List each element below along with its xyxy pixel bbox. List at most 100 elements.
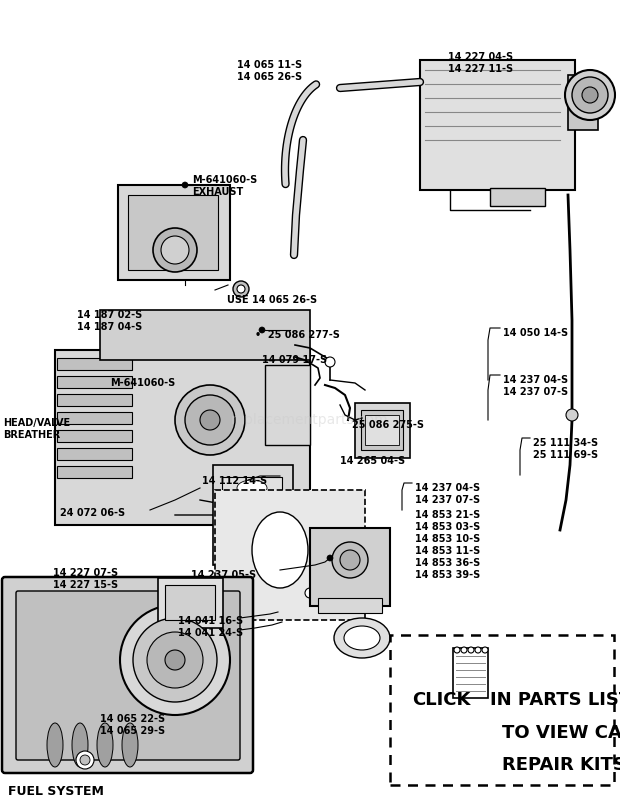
Text: 25 086 275-S: 25 086 275-S <box>352 420 424 430</box>
Circle shape <box>133 618 217 702</box>
Bar <box>318 598 382 613</box>
Bar <box>568 75 598 130</box>
Bar <box>158 578 223 628</box>
Circle shape <box>259 327 265 333</box>
Circle shape <box>305 588 315 598</box>
Circle shape <box>76 751 94 769</box>
Circle shape <box>165 650 185 670</box>
Bar <box>310 528 390 606</box>
Bar <box>57 466 132 478</box>
Text: 14 237 07-S: 14 237 07-S <box>503 387 568 397</box>
Ellipse shape <box>228 480 278 550</box>
Circle shape <box>161 236 189 264</box>
Text: BREATHER: BREATHER <box>3 430 60 440</box>
Circle shape <box>461 647 467 653</box>
Circle shape <box>475 647 481 653</box>
Text: 14 237 07-S: 14 237 07-S <box>415 495 480 505</box>
Bar <box>453 648 488 698</box>
Circle shape <box>340 550 360 570</box>
Bar <box>213 465 293 565</box>
Ellipse shape <box>237 480 267 496</box>
Bar <box>361 410 403 450</box>
Bar <box>390 635 614 785</box>
Bar <box>57 358 132 370</box>
Circle shape <box>185 395 235 445</box>
Text: 25 111 69-S: 25 111 69-S <box>533 450 598 460</box>
Text: 14 187 04-S: 14 187 04-S <box>77 322 142 332</box>
Text: TO VIEW CARBURETOR: TO VIEW CARBURETOR <box>502 724 620 742</box>
Text: 14 227 15-S: 14 227 15-S <box>53 580 118 590</box>
Ellipse shape <box>97 723 113 767</box>
Text: 14 065 22-S: 14 065 22-S <box>100 714 165 724</box>
Text: FUEL SYSTEM: FUEL SYSTEM <box>8 785 104 796</box>
Circle shape <box>120 605 230 715</box>
Text: 14 065 11-S: 14 065 11-S <box>237 60 303 70</box>
Bar <box>215 490 365 620</box>
Text: 14 187 02-S: 14 187 02-S <box>77 310 142 320</box>
Ellipse shape <box>122 723 138 767</box>
Text: 14 237 04-S: 14 237 04-S <box>415 483 480 493</box>
Circle shape <box>147 632 203 688</box>
Circle shape <box>175 385 245 455</box>
Text: 14 853 11-S: 14 853 11-S <box>415 546 480 556</box>
Bar <box>57 376 132 388</box>
Ellipse shape <box>252 512 308 588</box>
Circle shape <box>566 409 578 421</box>
Bar <box>222 477 282 499</box>
FancyBboxPatch shape <box>2 577 253 773</box>
Bar <box>57 412 132 424</box>
Ellipse shape <box>72 723 88 767</box>
Text: 14 227 11-S: 14 227 11-S <box>448 64 513 74</box>
Circle shape <box>582 87 598 103</box>
Bar <box>165 585 215 620</box>
Text: 14 065 26-S: 14 065 26-S <box>237 72 303 82</box>
Circle shape <box>237 285 245 293</box>
Text: CLICK: CLICK <box>412 691 471 709</box>
Text: M-641060-S: M-641060-S <box>192 175 257 185</box>
Text: 14 227 07-S: 14 227 07-S <box>53 568 118 578</box>
Text: 14 853 39-S: 14 853 39-S <box>415 570 480 580</box>
Bar <box>55 350 310 525</box>
Bar <box>57 448 132 460</box>
Bar <box>128 195 218 270</box>
Text: 14 079 17-S: 14 079 17-S <box>262 355 327 365</box>
Text: 14 853 21-S: 14 853 21-S <box>415 510 480 520</box>
Text: 14 265 04-S: 14 265 04-S <box>340 456 405 466</box>
Bar <box>490 188 545 206</box>
Circle shape <box>327 555 333 561</box>
Text: 14 853 10-S: 14 853 10-S <box>415 534 480 544</box>
Text: 14 112 14-S: 14 112 14-S <box>202 476 267 486</box>
Text: 14 237 05-S: 14 237 05-S <box>191 570 256 580</box>
Circle shape <box>153 228 197 272</box>
Text: 14 227 04-S: 14 227 04-S <box>448 52 513 62</box>
Circle shape <box>332 542 368 578</box>
Text: IN PARTS LIST: IN PARTS LIST <box>490 691 620 709</box>
Circle shape <box>325 357 335 367</box>
Text: M-641060-S: M-641060-S <box>110 378 175 388</box>
Text: EXHAUST: EXHAUST <box>192 187 243 197</box>
Text: 14 853 36-S: 14 853 36-S <box>415 558 480 568</box>
Text: 14 065 29-S: 14 065 29-S <box>100 726 165 736</box>
Ellipse shape <box>47 723 63 767</box>
Circle shape <box>468 647 474 653</box>
Circle shape <box>482 647 488 653</box>
Text: 14 237 04-S: 14 237 04-S <box>503 375 568 385</box>
Bar <box>57 430 132 442</box>
Bar <box>355 403 410 458</box>
Text: 14 041 16-S: 14 041 16-S <box>178 616 243 626</box>
Text: 14 050 14-S: 14 050 14-S <box>503 328 568 338</box>
Bar <box>57 394 132 406</box>
Bar <box>118 185 230 280</box>
Bar <box>420 60 575 190</box>
Text: •  25 086 277-S: • 25 086 277-S <box>255 330 340 340</box>
Bar <box>365 415 399 445</box>
Text: 14 041 24-S: 14 041 24-S <box>178 628 243 638</box>
Ellipse shape <box>334 618 390 658</box>
Bar <box>100 310 310 360</box>
Circle shape <box>233 281 249 297</box>
Text: HEAD/VALVE: HEAD/VALVE <box>3 418 70 428</box>
Ellipse shape <box>344 626 380 650</box>
FancyBboxPatch shape <box>16 591 240 760</box>
Text: REPAIR KITS: REPAIR KITS <box>502 756 620 774</box>
Circle shape <box>454 647 460 653</box>
